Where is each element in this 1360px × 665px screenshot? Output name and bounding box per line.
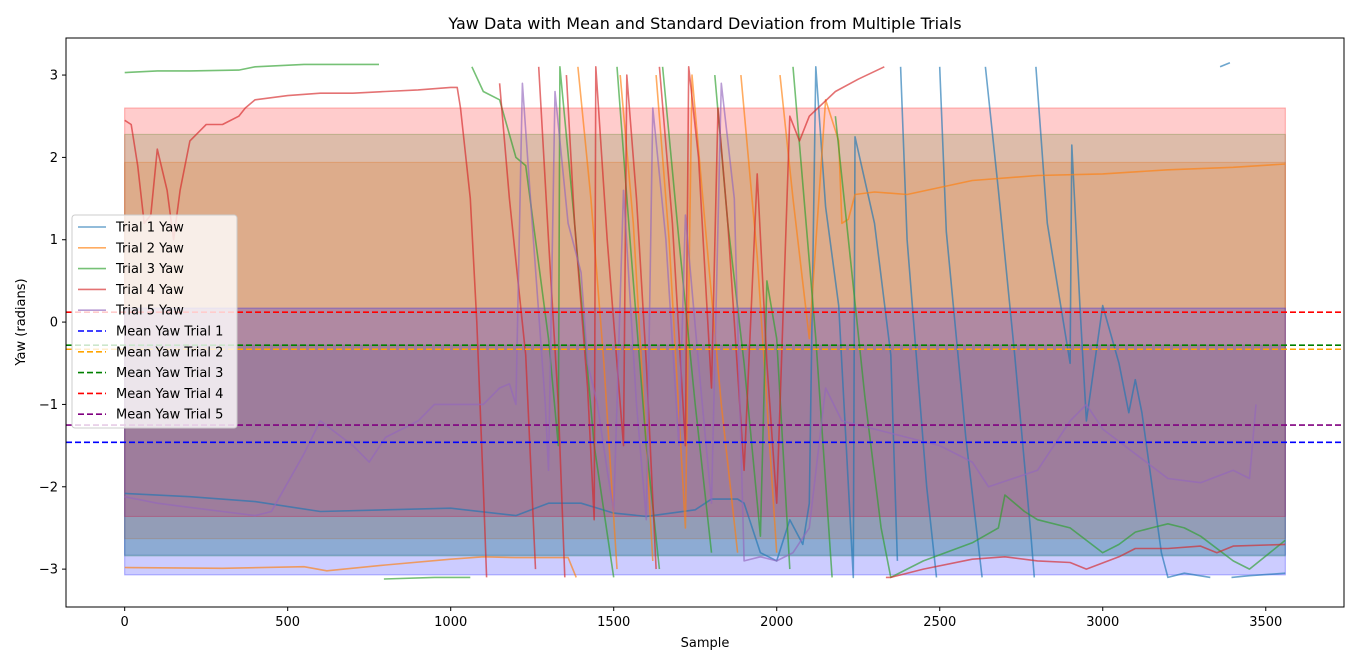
legend-label: Trial 3 Yaw bbox=[115, 262, 184, 277]
series-line-trial-2 bbox=[124, 66, 1286, 578]
x-tick-label: 2000 bbox=[760, 615, 793, 630]
legend-label: Mean Yaw Trial 5 bbox=[116, 408, 223, 423]
y-tick-label: −3 bbox=[39, 563, 58, 578]
x-axis-label: Sample bbox=[681, 636, 730, 651]
y-tick-label: −2 bbox=[39, 480, 58, 495]
legend-label: Mean Yaw Trial 4 bbox=[116, 387, 223, 402]
x-tick-label: 0 bbox=[121, 615, 129, 630]
y-tick-label: −1 bbox=[39, 398, 58, 413]
x-tick-label: 1000 bbox=[434, 615, 467, 630]
x-tick-label: 1500 bbox=[597, 615, 630, 630]
legend-label: Trial 1 Yaw bbox=[115, 221, 184, 236]
axis-ticks: 0 500 1000 1500 2000 2500 3000 3500 −3 −2 −1 0 1 2 3 bbox=[39, 69, 1282, 630]
x-tick-label: 2500 bbox=[923, 615, 956, 630]
x-tick-label: 3000 bbox=[1086, 615, 1119, 630]
series-line-trial-4 bbox=[124, 66, 1286, 579]
legend-box bbox=[71, 214, 238, 429]
y-tick-label: 2 bbox=[50, 151, 58, 166]
legend-label: Trial 4 Yaw bbox=[115, 283, 184, 298]
y-tick-label: 3 bbox=[50, 69, 58, 84]
chart-title: Yaw Data with Mean and Standard Deviatio… bbox=[447, 14, 961, 33]
y-tick-label: 0 bbox=[50, 316, 58, 331]
legend-label: Trial 5 Yaw bbox=[115, 304, 184, 319]
series-line-trial-5 bbox=[124, 82, 1257, 562]
y-axis-label: Yaw (radians) bbox=[14, 278, 29, 366]
legend-label: Trial 2 Yaw bbox=[115, 241, 184, 256]
series-line-trial-1 bbox=[124, 61, 1286, 579]
legend-label: Mean Yaw Trial 3 bbox=[116, 366, 223, 381]
legend-label: Mean Yaw Trial 2 bbox=[116, 345, 223, 360]
legend-label: Mean Yaw Trial 1 bbox=[116, 325, 223, 340]
plot-area bbox=[66, 61, 1344, 580]
x-tick-label: 3500 bbox=[1249, 615, 1282, 630]
x-tick-label: 500 bbox=[275, 615, 300, 630]
legend: Trial 1 Yaw Trial 2 Yaw Trial 3 Yaw Trial 4… bbox=[71, 214, 238, 429]
y-tick-label: 1 bbox=[50, 233, 58, 248]
